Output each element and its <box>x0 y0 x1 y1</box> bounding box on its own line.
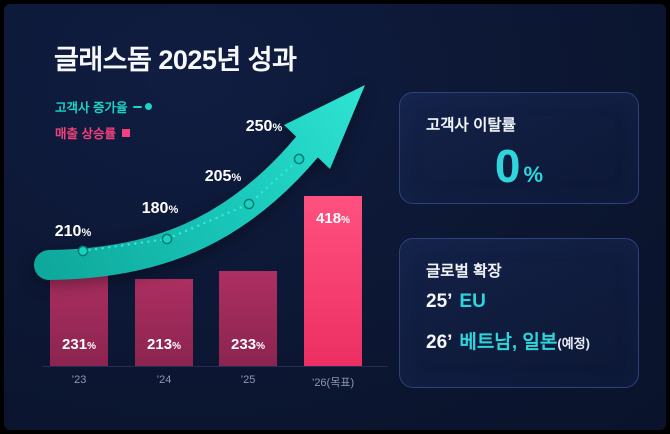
line-value-label: 180% <box>141 200 179 217</box>
global-note: (예정) <box>557 336 590 351</box>
dot-marker-icon <box>145 103 153 110</box>
line-value-label: 250% <box>245 118 283 135</box>
trend-dot-1 <box>77 245 89 257</box>
line-value-label: 205% <box>204 168 242 185</box>
bar-value-label: 418% <box>316 210 350 227</box>
global-item-eu: 25’ EU <box>426 291 486 313</box>
legend-item-growth: 고객사 증가율 <box>55 97 153 116</box>
bar-4: 418% <box>304 196 362 366</box>
bar-value-label: 233% <box>231 336 265 353</box>
global-card-title: 글로벌 확장 <box>426 263 502 280</box>
page-title: 글래스돔 2025년 성과 <box>54 45 297 75</box>
global-region: EU <box>459 291 486 312</box>
square-marker-icon <box>121 128 130 137</box>
chart-overlay-svg <box>34 85 365 280</box>
line-marker-icon <box>133 105 143 108</box>
x-axis-line <box>42 366 388 367</box>
churn-card: 고객사 이탈률 0% <box>399 92 639 204</box>
global-item-asia: 26’ 베트남, 일본(예정) <box>426 327 590 354</box>
legend-item-revenue: 매출 상승률 <box>55 123 152 142</box>
bar-value-label: 231% <box>62 336 96 353</box>
x-axis-label: ’24 <box>156 374 172 386</box>
growth-arrow-body <box>34 132 322 280</box>
legend: 고객사 증가율 매출 상승률 <box>55 97 153 142</box>
bar-value-label: 213% <box>147 336 181 353</box>
churn-number: 0 <box>494 140 521 192</box>
canvas-background: 글래스돔 2025년 성과 고객사 증가율 매출 상승률 231% 213% 233… <box>4 4 666 430</box>
x-axis-label: ’26(목표) <box>311 377 355 389</box>
global-year: 25’ <box>426 291 453 312</box>
x-axis-label: ’23 <box>71 374 87 386</box>
chart-area: 231% 213% 233% 418% ’23 210% ’24 180% ’25 205% ’2… <box>4 4 666 430</box>
x-axis-label: ’25 <box>240 374 256 386</box>
global-year: 26’ <box>426 332 453 353</box>
trend-dot-3 <box>243 198 255 210</box>
growth-arrow-head <box>284 85 365 169</box>
bar-1: 231% <box>50 272 108 366</box>
global-card: 글로벌 확장 25’ EU 26’ 베트남, 일본(예정) <box>399 238 639 388</box>
line-value-label: 210% <box>54 223 92 240</box>
churn-unit: % <box>523 162 544 187</box>
churn-card-title: 고객사 이탈률 <box>426 117 516 134</box>
labels-layer: ’23 210% ’24 180% ’25 205% ’26(목표) 250% <box>4 4 666 430</box>
bars-layer: 231% 213% 233% 418% <box>4 4 666 430</box>
bar-2: 213% <box>135 279 193 366</box>
churn-value: 0% <box>400 139 638 193</box>
global-region: 베트남, 일본 <box>459 332 558 353</box>
growth-arrow <box>34 85 365 280</box>
bar-3: 233% <box>219 271 277 366</box>
trend-dot-4 <box>293 153 305 165</box>
trend-dot-2 <box>161 233 173 245</box>
legend-label-growth: 고객사 증가율 <box>55 101 128 115</box>
legend-label-revenue: 매출 상승률 <box>55 127 116 141</box>
